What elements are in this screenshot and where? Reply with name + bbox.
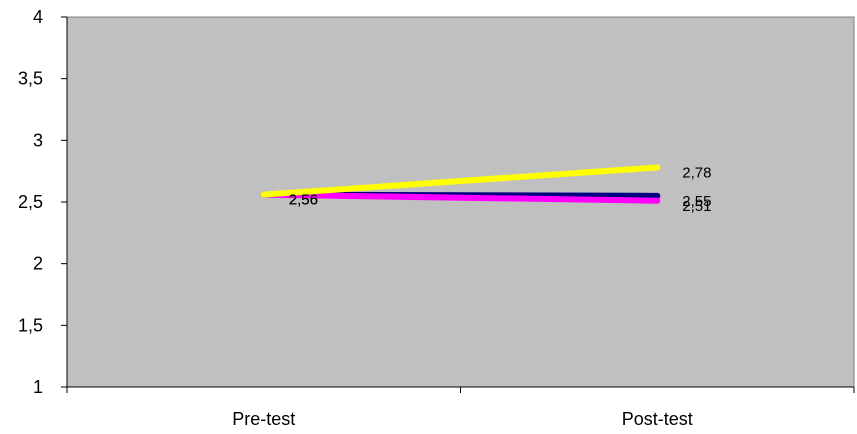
- data-label: 2,56: [289, 192, 318, 209]
- series-line-3: [260, 164, 661, 198]
- y-tick-label: 2: [33, 254, 43, 274]
- x-category-label: Post-test: [622, 409, 693, 429]
- y-tick-label: 3,5: [18, 69, 43, 89]
- series-point-1: [654, 192, 661, 199]
- y-tick-label: 1: [33, 377, 43, 397]
- labels-group: 2,56 2,552,56 2,512,562,78: [289, 164, 712, 214]
- series-point-2: [654, 197, 661, 204]
- data-label: 2,78: [682, 164, 711, 181]
- data-label: 2,56: [289, 192, 318, 209]
- y-tick-label: 3: [33, 130, 43, 150]
- series-point-3: [654, 164, 661, 171]
- y-tick-label: 2,5: [18, 192, 43, 212]
- series-group: [260, 164, 661, 204]
- y-tick-label: 4: [33, 7, 43, 27]
- x-category-label: Pre-test: [232, 409, 295, 429]
- data-label: 2,55: [682, 193, 711, 210]
- data-label: 2,51: [682, 198, 711, 215]
- plot-area: [66, 16, 855, 388]
- series-point-3: [260, 191, 267, 198]
- y-tick-label: 1,5: [18, 315, 43, 335]
- series-line-2: [260, 191, 661, 204]
- data-label: 2,56: [289, 192, 318, 209]
- axes: 1 1,5 2 2,5 3 3,5 4 Pre-test Post-test: [18, 7, 855, 429]
